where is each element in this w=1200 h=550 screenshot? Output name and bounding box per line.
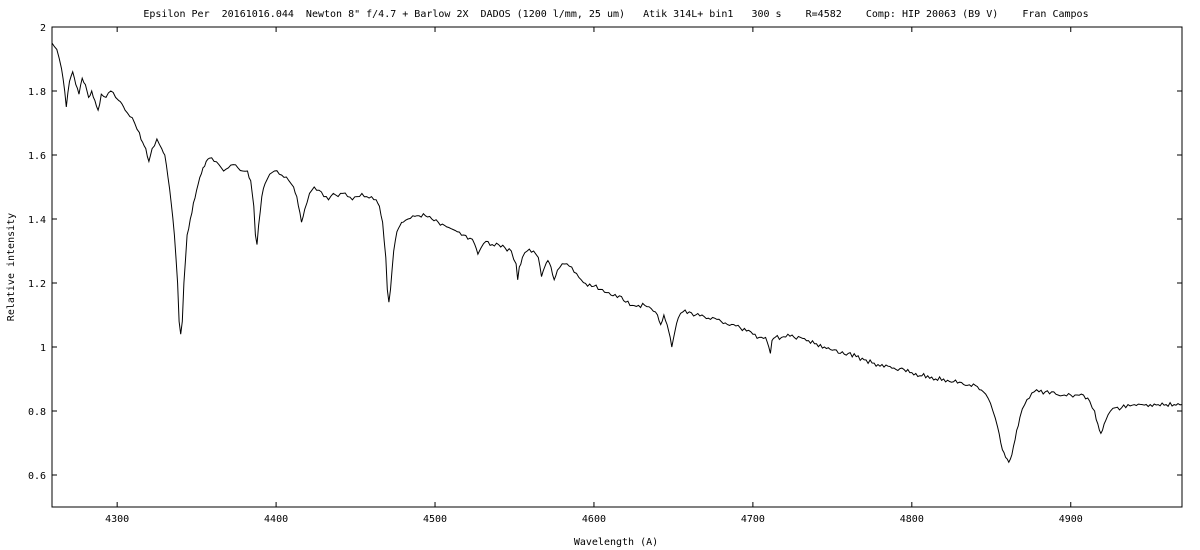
y-tick-label: 1.2 <box>28 279 46 290</box>
y-axis: 0.6 0.8 1 1.2 1.4 1.6 1.8 2 <box>28 23 1182 482</box>
plot-frame <box>51 26 1183 508</box>
spectrum-line <box>51 42 1183 464</box>
chart-title: Epsilon Per 20161016.044 Newton 8" f/4.7… <box>143 9 1088 20</box>
x-tick-label: 4500 <box>423 514 447 525</box>
x-tick-label: 4700 <box>741 514 765 525</box>
y-tick-label: 2 <box>40 23 46 34</box>
y-tick-label: 1.8 <box>28 87 46 98</box>
y-axis-label: Relative intensity <box>6 213 17 321</box>
x-tick-label: 4300 <box>105 514 129 525</box>
x-tick-label: 4600 <box>582 514 606 525</box>
x-tick-label: 4900 <box>1059 514 1083 525</box>
x-tick-label: 4800 <box>900 514 924 525</box>
x-axis: 4300 4400 4500 4600 4700 4800 4900 <box>105 27 1083 525</box>
x-tick-label: 4400 <box>264 514 288 525</box>
y-tick-label: 1.6 <box>28 151 46 162</box>
y-tick-label: 0.8 <box>28 407 46 418</box>
x-axis-label: Wavelength (A) <box>574 537 658 548</box>
y-tick-label: 1.4 <box>28 215 46 226</box>
y-tick-label: 0.6 <box>28 471 46 482</box>
y-tick-label: 1 <box>40 343 46 354</box>
